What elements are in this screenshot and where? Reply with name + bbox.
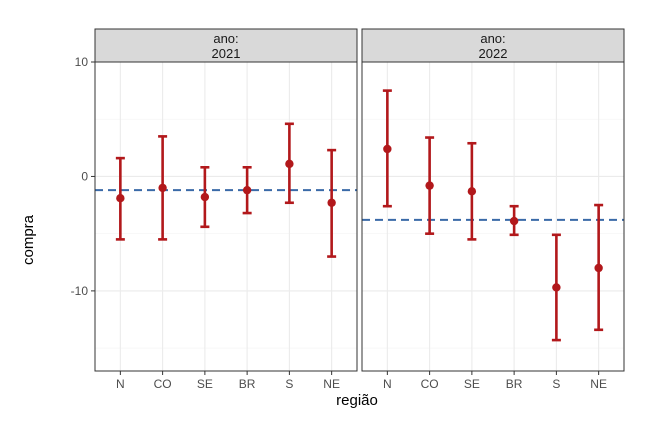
errorbar-NE — [327, 148, 337, 258]
errorbar-CO — [158, 135, 168, 241]
facet-strip-label-line1: ano: — [480, 31, 505, 46]
panel-background — [95, 62, 357, 371]
panel-background — [362, 62, 624, 371]
data-point-NE — [327, 198, 336, 207]
errorbar-NE — [594, 203, 604, 332]
data-point-NE — [594, 263, 603, 273]
errorbar-CO — [425, 136, 435, 235]
x-tick-label: SE — [464, 377, 480, 391]
facet-strip-label-line1: ano: — [213, 31, 238, 46]
x-tick-label: CO — [154, 377, 172, 391]
data-point-S — [285, 159, 294, 169]
x-tick-label: BR — [239, 377, 256, 391]
facet-strip — [361, 28, 625, 63]
data-point-N — [116, 193, 125, 203]
errorbar-BR — [509, 204, 519, 237]
data-point-S — [552, 283, 561, 292]
x-tick-label: NE — [323, 377, 340, 391]
x-axis-title: região — [336, 392, 378, 409]
facet-panel-2022: ano:2022 N CO SE BR S NE — [361, 28, 625, 391]
data-point-N — [383, 144, 392, 154]
y-tick-label: -10 — [71, 284, 89, 298]
errorbar-SE — [467, 141, 477, 241]
errorbar-N — [115, 156, 125, 241]
facet-strip — [94, 28, 358, 63]
data-point-CO — [425, 181, 434, 190]
panel-border — [361, 61, 625, 372]
x-tick-label: N — [116, 377, 125, 391]
data-point-CO — [158, 183, 167, 193]
errorbar-N — [382, 89, 392, 208]
facet-strip-label-line2: 2021 — [212, 46, 241, 61]
x-tick-label: NE — [590, 377, 607, 391]
x-tick-label: S — [552, 377, 560, 391]
x-tick-label: N — [383, 377, 392, 391]
errorbar-S — [284, 122, 294, 205]
errorbar-SE — [200, 165, 210, 229]
x-tick-label: S — [285, 377, 293, 391]
facet-panel-2021: ano:2021 N CO SE BR S NE — [94, 28, 358, 391]
y-tick-label: 0 — [81, 169, 88, 183]
errorbar-BR — [242, 165, 252, 215]
data-point-SE — [467, 187, 477, 196]
data-point-SE — [200, 192, 210, 202]
y-axis-title: compra — [20, 214, 37, 265]
x-tick-label: CO — [421, 377, 439, 391]
x-tick-label: BR — [506, 377, 523, 391]
data-point-BR — [242, 185, 252, 195]
data-point-BR — [509, 216, 519, 226]
y-tick-label: 10 — [75, 55, 89, 69]
facet-strip-label-line2: 2022 — [479, 46, 508, 61]
errorbar-S — [551, 233, 561, 342]
x-tick-label: SE — [197, 377, 213, 391]
panel-border — [94, 61, 358, 372]
